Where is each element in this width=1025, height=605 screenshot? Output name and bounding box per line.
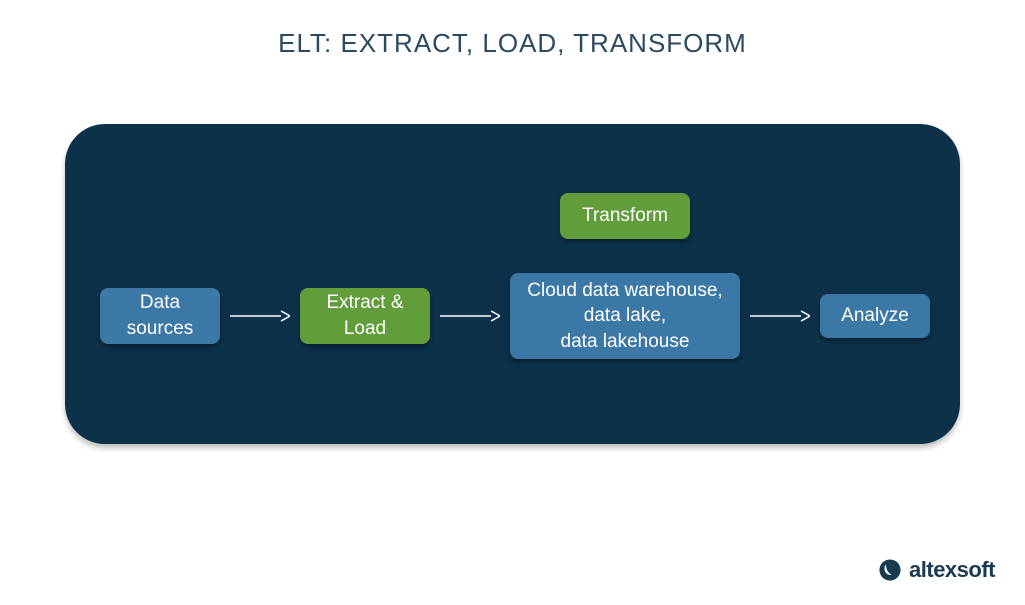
node-transform: Transform	[560, 193, 690, 239]
arrow-2	[440, 309, 500, 323]
node-label: Extract &Load	[326, 290, 403, 341]
node-data-sources: Datasources	[100, 288, 220, 344]
node-label: Datasources	[127, 290, 194, 341]
node-analyze: Analyze	[820, 294, 930, 338]
diagram-title: ELT: EXTRACT, LOAD, TRANSFORM	[0, 28, 1025, 59]
logo-mark-icon	[877, 557, 903, 583]
logo-text: altexsoft	[909, 557, 995, 583]
node-extract-load: Extract &Load	[300, 288, 430, 344]
arrow-1	[230, 309, 290, 323]
arrow-3	[750, 309, 810, 323]
node-warehouse: Cloud data warehouse,data lake,data lake…	[510, 273, 740, 359]
brand-logo: altexsoft	[877, 557, 995, 583]
node-label: Transform	[582, 203, 668, 229]
node-label: Cloud data warehouse,data lake,data lake…	[527, 278, 722, 355]
node-label: Analyze	[841, 303, 909, 329]
